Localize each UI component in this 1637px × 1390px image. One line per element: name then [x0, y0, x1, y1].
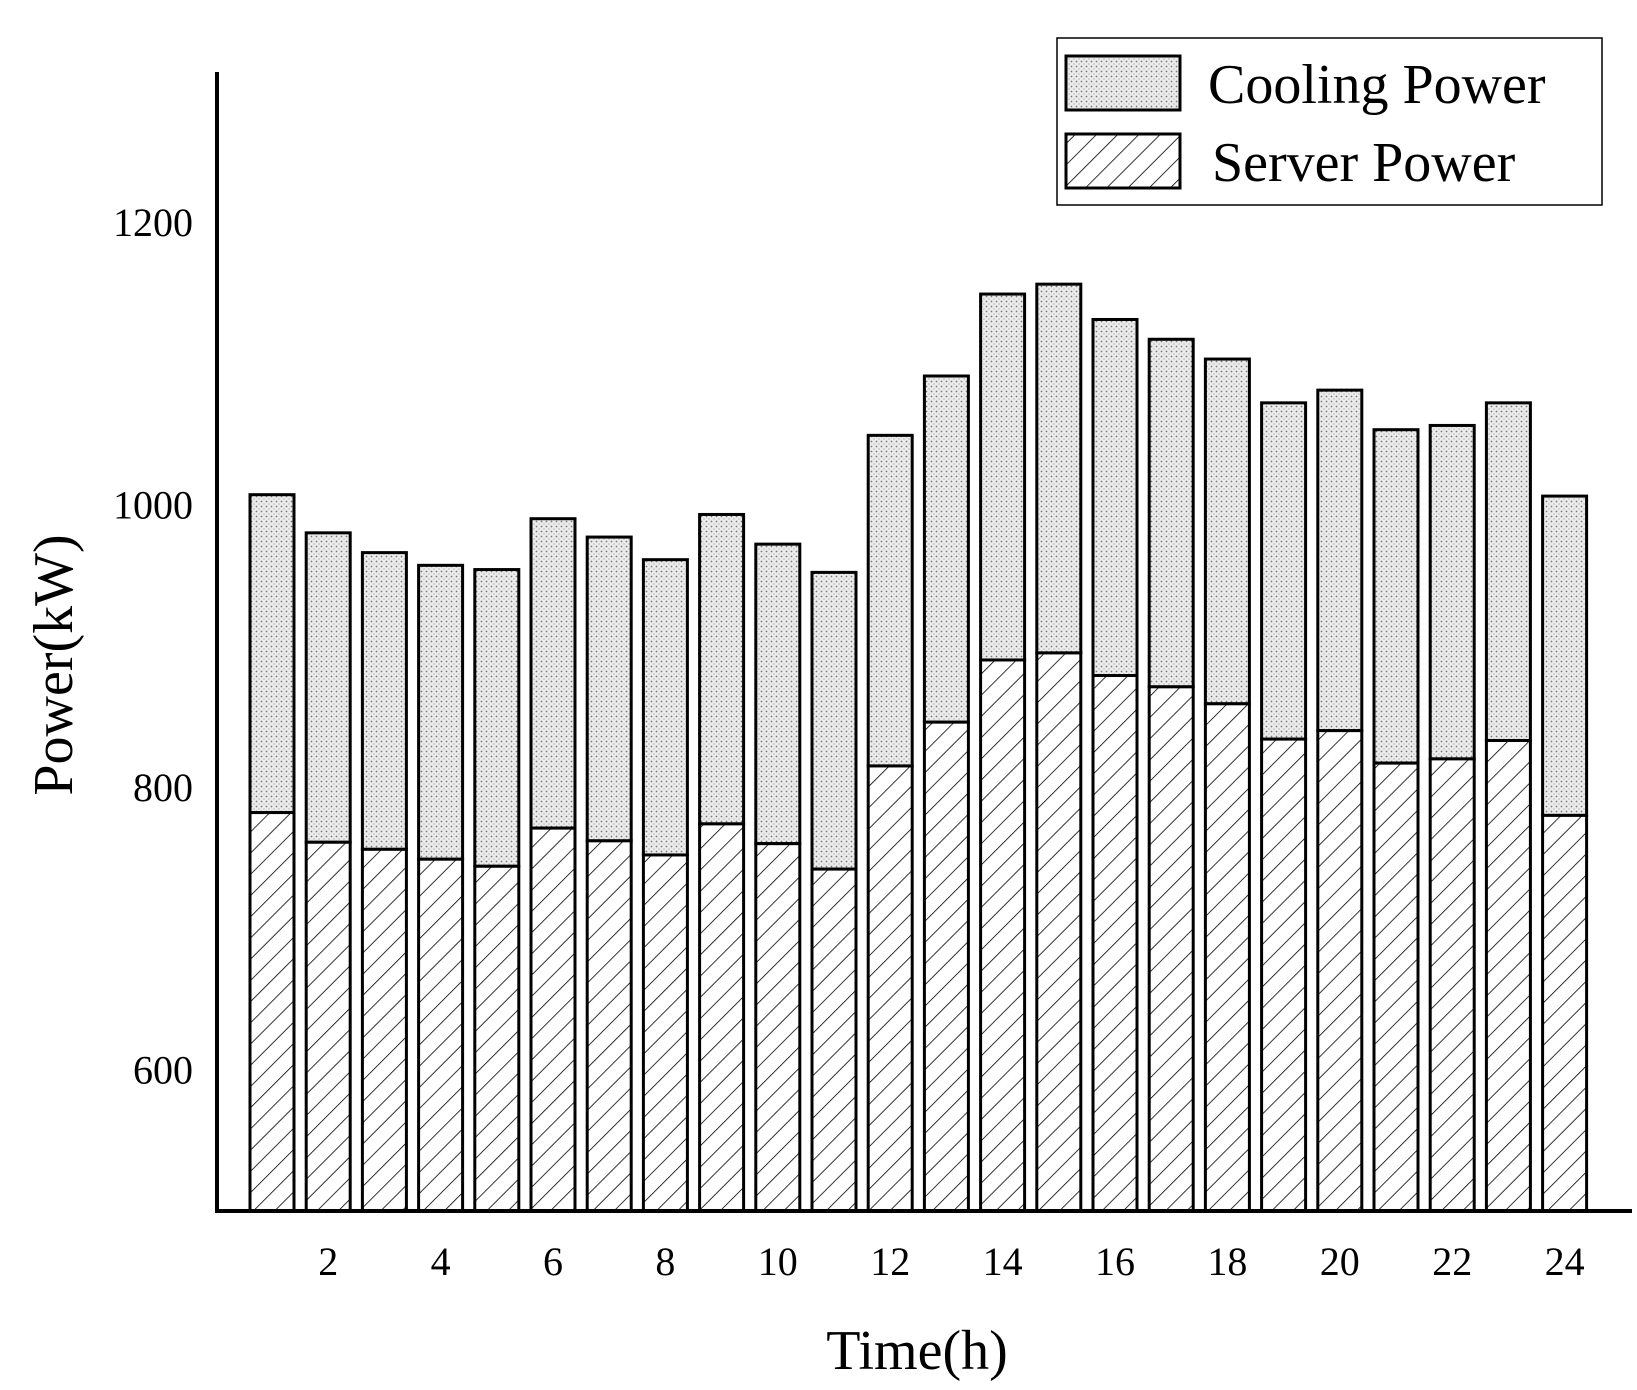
bar-cooling-h1 — [248, 493, 296, 815]
bar-cooling-h2 — [304, 531, 352, 844]
x-tick-label: 20 — [1320, 1239, 1360, 1284]
bar-cooling-h22 — [1428, 423, 1476, 761]
x-tick-label: 10 — [758, 1239, 798, 1284]
y-tick-labels: 600 800 1000 1200 — [113, 200, 193, 1093]
bar-cooling-h13 — [922, 374, 970, 724]
bar-server-h16 — [1091, 674, 1139, 1213]
y-tick-label: 600 — [133, 1048, 193, 1093]
x-axis-title: Time(h) — [826, 1320, 1008, 1382]
legend-label-cooling: Cooling Power — [1208, 54, 1546, 116]
x-tick-label: 4 — [431, 1239, 451, 1284]
legend-swatch-cooling — [1064, 54, 1182, 112]
bar-cooling-h16 — [1091, 317, 1139, 678]
bar-cooling-h3 — [360, 551, 408, 851]
y-tick-label: 1000 — [113, 483, 193, 528]
legend: Cooling Power Server Power — [1056, 37, 1603, 206]
bar-server-h18 — [1203, 702, 1251, 1213]
legend-label-server: Server Power — [1212, 132, 1516, 194]
bar-server-h17 — [1147, 685, 1195, 1213]
x-tick-label: 8 — [655, 1239, 675, 1284]
bar-server-h8 — [641, 853, 689, 1213]
bar-cooling-h17 — [1147, 337, 1195, 689]
bar-server-h11 — [810, 867, 858, 1213]
bar-cooling-h14 — [979, 292, 1027, 662]
bar-cooling-h9 — [698, 512, 746, 826]
x-tick-labels: 2 4 6 8 10 12 14 16 18 20 22 24 — [318, 1239, 1584, 1284]
y-tick-label: 1200 — [113, 200, 193, 245]
bar-server-h4 — [417, 857, 465, 1213]
bar-server-h14 — [979, 658, 1027, 1213]
x-tick-label: 12 — [870, 1239, 910, 1284]
bar-cooling-h11 — [810, 570, 858, 871]
bar-server-h23 — [1484, 739, 1532, 1213]
bar-server-h5 — [473, 864, 521, 1213]
bar-cooling-h18 — [1203, 357, 1251, 706]
bar-cooling-h8 — [641, 558, 689, 857]
x-tick-label: 14 — [983, 1239, 1023, 1284]
legend-swatch-server — [1064, 132, 1182, 190]
bar-cooling-h10 — [754, 542, 802, 846]
bar-cooling-h19 — [1260, 401, 1308, 741]
bar-cooling-h6 — [529, 517, 577, 830]
y-tick-label: 800 — [133, 765, 193, 810]
bar-cooling-h23 — [1484, 401, 1532, 743]
bar-server-h20 — [1316, 729, 1364, 1213]
x-tick-label: 2 — [318, 1239, 338, 1284]
bar-server-h24 — [1541, 813, 1589, 1213]
bar-cooling-h24 — [1541, 494, 1589, 817]
bar-server-h13 — [922, 720, 970, 1213]
bars-layer — [248, 282, 1589, 1213]
bar-server-h22 — [1428, 757, 1476, 1213]
x-tick-label: 16 — [1095, 1239, 1135, 1284]
bar-server-h1 — [248, 811, 296, 1213]
bar-server-h21 — [1372, 761, 1420, 1213]
bar-server-h15 — [1035, 651, 1083, 1213]
bar-cooling-h20 — [1316, 388, 1364, 733]
x-tick-label: 6 — [543, 1239, 563, 1284]
bar-server-h12 — [866, 764, 914, 1213]
bar-cooling-h7 — [585, 535, 633, 843]
bar-server-h10 — [754, 842, 802, 1213]
bar-server-h3 — [360, 847, 408, 1213]
bar-cooling-h21 — [1372, 428, 1420, 765]
x-tick-label: 24 — [1545, 1239, 1585, 1284]
bar-server-h9 — [698, 822, 746, 1213]
bar-cooling-h15 — [1035, 282, 1083, 655]
bar-server-h6 — [529, 826, 577, 1213]
bar-cooling-h5 — [473, 568, 521, 868]
y-axis-title: Power(kW) — [23, 534, 85, 795]
x-tick-label: 18 — [1207, 1239, 1247, 1284]
bar-server-h19 — [1260, 737, 1308, 1213]
bar-server-h7 — [585, 839, 633, 1213]
bar-server-h2 — [304, 840, 352, 1213]
bar-cooling-h12 — [866, 433, 914, 768]
bar-cooling-h4 — [417, 563, 465, 861]
x-tick-label: 22 — [1432, 1239, 1472, 1284]
